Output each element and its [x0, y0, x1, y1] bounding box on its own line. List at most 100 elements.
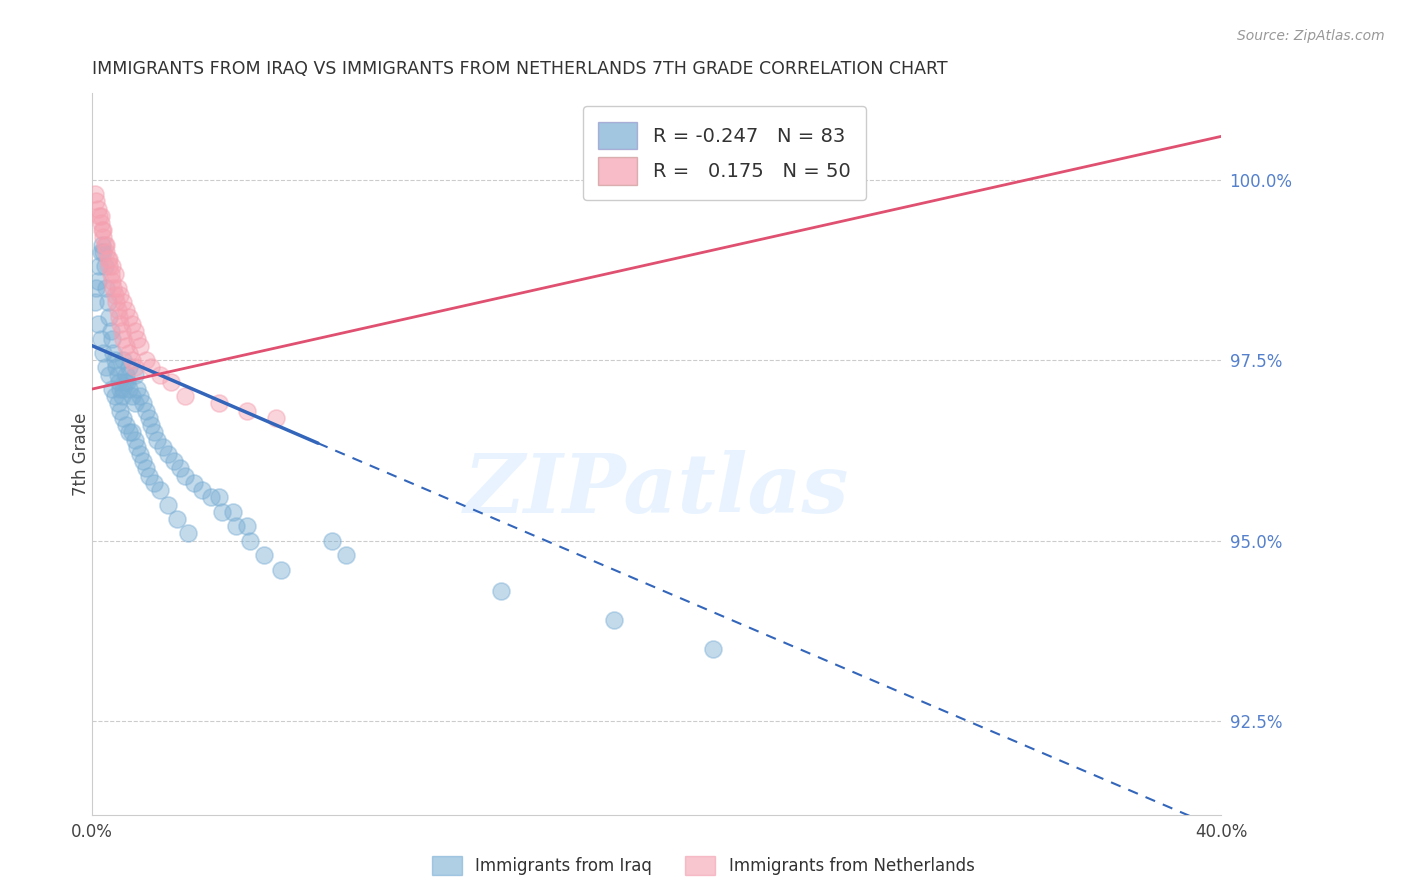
Point — [118, 346, 141, 360]
Point — [89, 260, 111, 274]
Point — [103, 281, 125, 295]
Point — [114, 375, 136, 389]
Point — [160, 375, 183, 389]
Point — [132, 396, 155, 410]
Point — [225, 519, 247, 533]
Point — [152, 440, 174, 454]
Point — [110, 288, 132, 302]
Point — [112, 295, 135, 310]
Point — [98, 252, 121, 266]
Point — [110, 317, 132, 331]
Point — [264, 411, 287, 425]
Legend: R = -0.247   N = 83, R =   0.175   N = 50: R = -0.247 N = 83, R = 0.175 N = 50 — [583, 106, 866, 201]
Point — [702, 642, 724, 657]
Point — [183, 475, 205, 490]
Text: IMMIGRANTS FROM IRAQ VS IMMIGRANTS FROM NETHERLANDS 7TH GRADE CORRELATION CHART: IMMIGRANTS FROM IRAQ VS IMMIGRANTS FROM … — [93, 60, 948, 78]
Point — [138, 411, 160, 425]
Point — [104, 288, 127, 302]
Point — [191, 483, 214, 497]
Legend: Immigrants from Iraq, Immigrants from Netherlands: Immigrants from Iraq, Immigrants from Ne… — [423, 847, 983, 884]
Point — [335, 548, 357, 562]
Point — [124, 324, 146, 338]
Point — [94, 260, 117, 274]
Point — [115, 302, 138, 317]
Point — [491, 584, 513, 599]
Point — [107, 396, 129, 410]
Point — [236, 403, 259, 417]
Point — [121, 353, 143, 368]
Point — [121, 317, 143, 331]
Point — [86, 281, 108, 295]
Point — [101, 331, 124, 345]
Point — [94, 237, 117, 252]
Point — [138, 468, 160, 483]
Point — [603, 613, 626, 627]
Point — [93, 230, 115, 244]
Point — [124, 368, 146, 382]
Point — [108, 310, 131, 324]
Point — [111, 389, 134, 403]
Point — [149, 483, 172, 497]
Point — [115, 339, 138, 353]
Point — [211, 505, 233, 519]
Point — [127, 440, 149, 454]
Point — [98, 260, 121, 274]
Point — [90, 331, 112, 345]
Point — [107, 368, 129, 382]
Point — [98, 368, 121, 382]
Point — [111, 324, 134, 338]
Text: Source: ZipAtlas.com: Source: ZipAtlas.com — [1237, 29, 1385, 43]
Point — [93, 244, 115, 259]
Point — [104, 389, 127, 403]
Point — [98, 310, 121, 324]
Point — [157, 498, 180, 512]
Point — [101, 260, 124, 274]
Point — [105, 295, 128, 310]
Point — [143, 475, 166, 490]
Point — [97, 252, 120, 266]
Point — [129, 339, 152, 353]
Point — [90, 244, 112, 259]
Point — [222, 505, 245, 519]
Point — [115, 418, 138, 433]
Point — [121, 425, 143, 440]
Point — [174, 468, 197, 483]
Point — [124, 396, 146, 410]
Point — [112, 331, 135, 345]
Point — [96, 244, 118, 259]
Point — [87, 202, 110, 216]
Point — [200, 491, 222, 505]
Point — [101, 382, 124, 396]
Point — [97, 295, 120, 310]
Point — [84, 187, 107, 202]
Point — [96, 281, 118, 295]
Point — [141, 360, 163, 375]
Point — [149, 368, 172, 382]
Point — [135, 353, 157, 368]
Point — [91, 223, 114, 237]
Point — [239, 533, 262, 548]
Point — [815, 136, 838, 151]
Point — [208, 491, 231, 505]
Point — [169, 461, 191, 475]
Point — [118, 310, 141, 324]
Point — [87, 317, 110, 331]
Point — [129, 389, 152, 403]
Point — [143, 425, 166, 440]
Point — [112, 382, 135, 396]
Point — [177, 526, 200, 541]
Point — [118, 425, 141, 440]
Point — [166, 512, 188, 526]
Point — [112, 411, 135, 425]
Point — [104, 353, 127, 368]
Point — [110, 403, 132, 417]
Point — [96, 360, 118, 375]
Y-axis label: 7th Grade: 7th Grade — [72, 412, 90, 496]
Point — [129, 447, 152, 461]
Point — [84, 295, 107, 310]
Point — [104, 267, 127, 281]
Point — [115, 368, 138, 382]
Point — [135, 461, 157, 475]
Point — [108, 375, 131, 389]
Point — [157, 447, 180, 461]
